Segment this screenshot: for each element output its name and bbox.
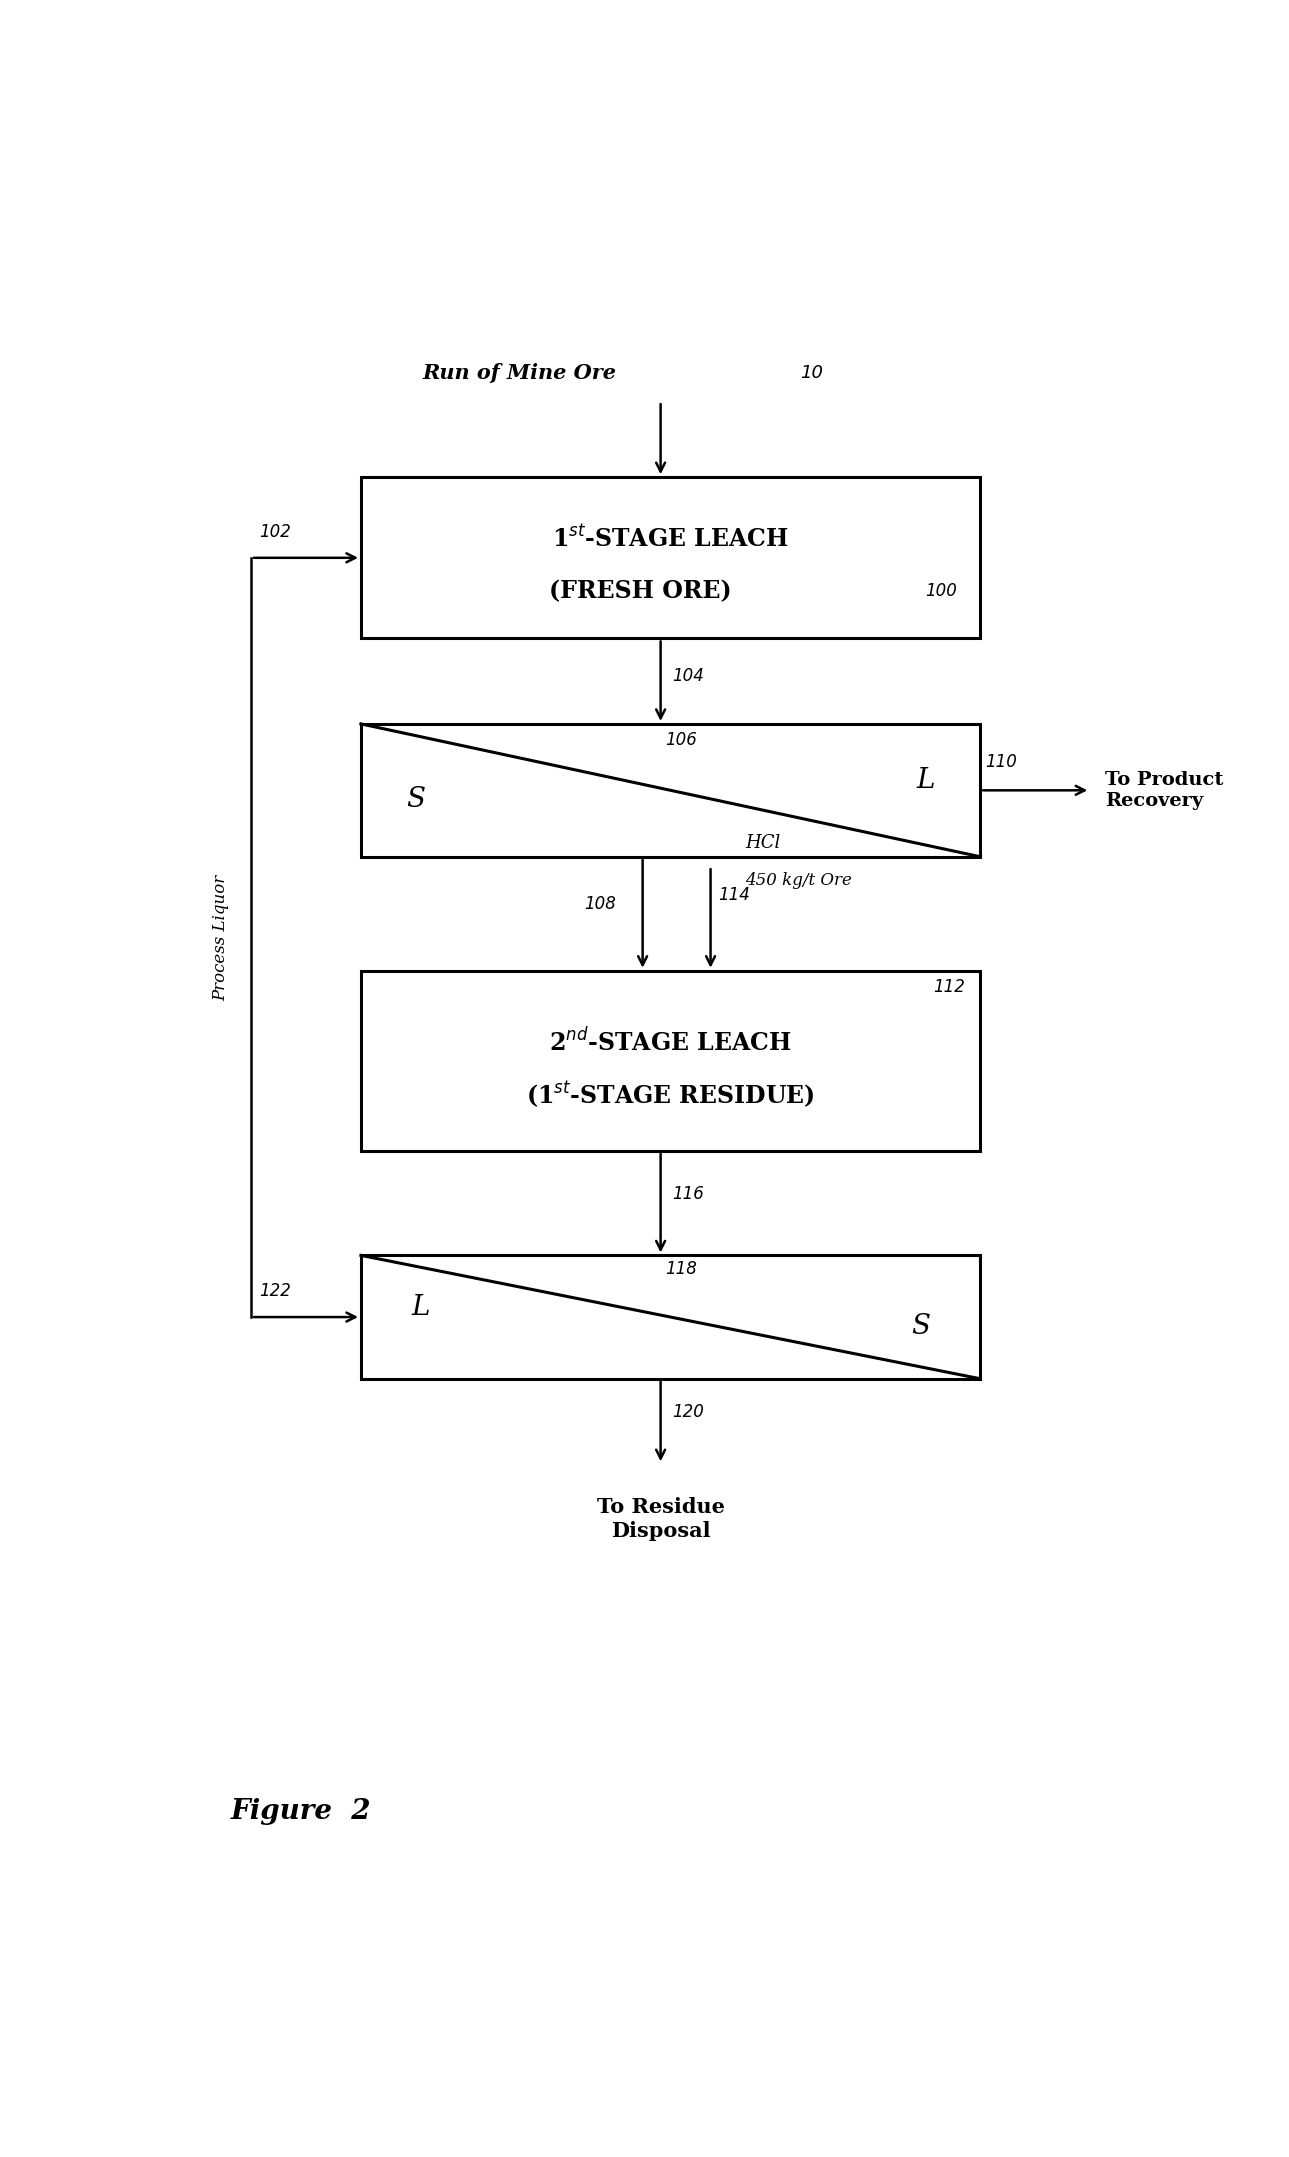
Text: 116: 116	[673, 1184, 705, 1204]
Text: 10: 10	[800, 365, 824, 382]
Text: Process Liquor: Process Liquor	[213, 874, 229, 1001]
Text: 450 kg/t Ore: 450 kg/t Ore	[745, 871, 852, 889]
Bar	[361, 971, 981, 1152]
Text: To Residue
Disposal: To Residue Disposal	[597, 1497, 724, 1540]
Text: S: S	[406, 787, 425, 813]
Text: HCl: HCl	[745, 833, 781, 852]
Text: 112: 112	[933, 979, 965, 997]
Text: 102: 102	[259, 522, 291, 541]
Text: 100: 100	[926, 582, 958, 600]
Text: 114: 114	[718, 887, 750, 904]
Text: 2$^{nd}$-STAGE LEACH: 2$^{nd}$-STAGE LEACH	[549, 1027, 791, 1057]
Text: 104: 104	[673, 667, 705, 686]
Bar	[361, 477, 981, 638]
Bar	[361, 1255, 981, 1378]
Text: 108: 108	[584, 895, 616, 912]
Text: L: L	[411, 1294, 431, 1320]
Bar	[361, 725, 981, 856]
Text: (FRESH ORE): (FRESH ORE)	[549, 578, 732, 604]
Text: L: L	[916, 768, 935, 794]
Text: 110: 110	[985, 753, 1017, 772]
Text: Run of Mine Ore: Run of Mine Ore	[422, 362, 630, 382]
Text: Figure  2: Figure 2	[231, 1797, 371, 1825]
Text: 122: 122	[259, 1281, 291, 1301]
Text: 120: 120	[673, 1402, 705, 1421]
Text: 118: 118	[665, 1260, 697, 1279]
Text: (1$^{st}$-STAGE RESIDUE): (1$^{st}$-STAGE RESIDUE)	[526, 1078, 815, 1109]
Text: 1$^{st}$-STAGE LEACH: 1$^{st}$-STAGE LEACH	[552, 526, 789, 552]
Text: S: S	[911, 1314, 929, 1339]
Text: 106: 106	[665, 731, 697, 748]
Text: To Product
Recovery: To Product Recovery	[1105, 770, 1223, 809]
